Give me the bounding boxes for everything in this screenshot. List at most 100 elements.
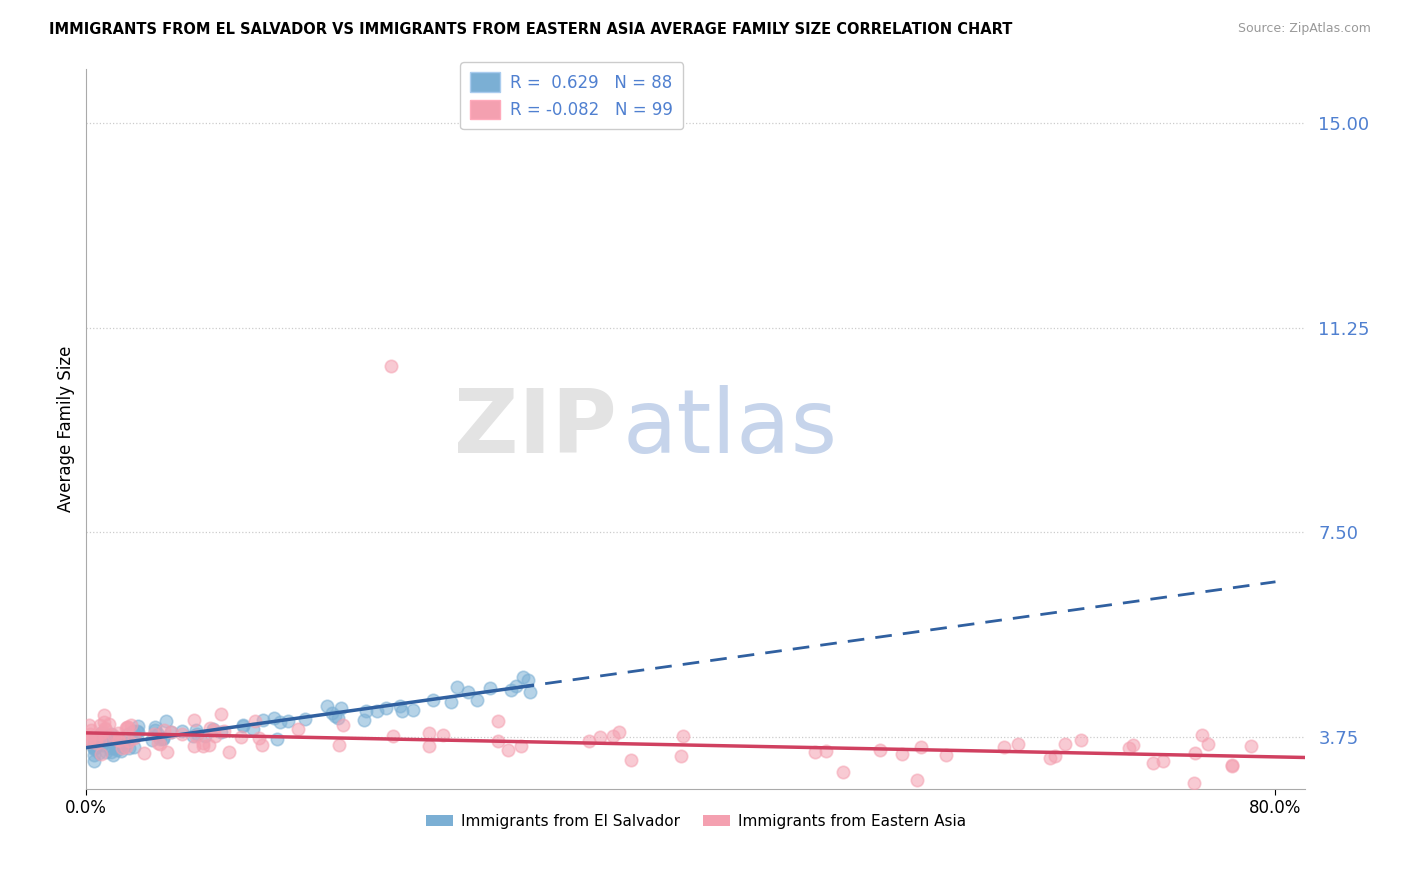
Point bbox=[232, 719, 254, 733]
Point bbox=[118, 741, 141, 756]
Point bbox=[353, 713, 375, 727]
Point bbox=[252, 713, 274, 727]
Point bbox=[142, 727, 165, 741]
Point bbox=[103, 728, 125, 742]
Point bbox=[105, 743, 128, 757]
Point bbox=[332, 718, 354, 732]
Point bbox=[94, 745, 117, 759]
Point bbox=[1197, 737, 1219, 751]
Point bbox=[143, 720, 166, 734]
Point bbox=[422, 692, 444, 706]
Point bbox=[94, 721, 117, 735]
Point bbox=[505, 679, 527, 693]
Point bbox=[1142, 756, 1164, 770]
Point bbox=[671, 729, 693, 743]
Point bbox=[93, 708, 115, 723]
Point bbox=[170, 724, 193, 739]
Point bbox=[905, 773, 928, 788]
Point bbox=[83, 742, 105, 756]
Point bbox=[134, 746, 156, 760]
Point bbox=[148, 736, 170, 750]
Point bbox=[89, 718, 111, 732]
Point bbox=[98, 741, 121, 756]
Point bbox=[354, 704, 377, 718]
Point bbox=[146, 727, 169, 741]
Point bbox=[402, 703, 425, 717]
Point bbox=[382, 729, 405, 743]
Point bbox=[98, 716, 121, 731]
Point bbox=[110, 744, 132, 758]
Point bbox=[418, 739, 440, 753]
Point bbox=[149, 737, 172, 751]
Point bbox=[93, 731, 115, 745]
Point bbox=[277, 714, 299, 728]
Point bbox=[87, 746, 110, 760]
Point bbox=[1220, 758, 1243, 772]
Point bbox=[202, 723, 225, 737]
Point bbox=[83, 739, 105, 753]
Point bbox=[247, 731, 270, 745]
Point bbox=[110, 739, 132, 753]
Point bbox=[97, 732, 120, 747]
Point bbox=[107, 732, 129, 747]
Point bbox=[243, 714, 266, 728]
Point bbox=[107, 738, 129, 752]
Point bbox=[578, 733, 600, 747]
Point bbox=[457, 685, 479, 699]
Point bbox=[122, 739, 145, 754]
Point bbox=[77, 731, 100, 745]
Point bbox=[83, 739, 105, 754]
Point bbox=[366, 704, 388, 718]
Point bbox=[1045, 749, 1067, 764]
Point bbox=[79, 726, 101, 740]
Point bbox=[1070, 733, 1092, 747]
Point bbox=[242, 722, 264, 736]
Point bbox=[77, 718, 100, 732]
Point bbox=[152, 731, 174, 745]
Point bbox=[183, 713, 205, 727]
Point bbox=[209, 706, 232, 721]
Point bbox=[804, 745, 827, 759]
Point bbox=[90, 735, 112, 749]
Point bbox=[120, 718, 142, 732]
Point bbox=[90, 726, 112, 740]
Point bbox=[1118, 740, 1140, 755]
Point bbox=[323, 708, 346, 723]
Point bbox=[380, 359, 402, 373]
Point bbox=[104, 740, 127, 755]
Point bbox=[869, 743, 891, 757]
Point bbox=[84, 735, 107, 749]
Text: ZIP: ZIP bbox=[454, 385, 616, 472]
Point bbox=[183, 739, 205, 754]
Point bbox=[486, 714, 509, 729]
Point bbox=[124, 731, 146, 746]
Point bbox=[891, 747, 914, 761]
Point bbox=[620, 753, 643, 767]
Point bbox=[83, 754, 105, 768]
Y-axis label: Average Family Size: Average Family Size bbox=[58, 345, 75, 512]
Point bbox=[89, 726, 111, 740]
Point bbox=[83, 733, 105, 747]
Point bbox=[193, 739, 215, 754]
Point bbox=[83, 736, 105, 750]
Point bbox=[201, 723, 224, 737]
Point bbox=[115, 721, 138, 735]
Point bbox=[669, 749, 692, 764]
Point bbox=[935, 747, 957, 762]
Point bbox=[1152, 754, 1174, 768]
Point bbox=[160, 725, 183, 739]
Point bbox=[328, 738, 350, 752]
Text: Source: ZipAtlas.com: Source: ZipAtlas.com bbox=[1237, 22, 1371, 36]
Point bbox=[250, 738, 273, 752]
Point bbox=[229, 730, 252, 744]
Text: IMMIGRANTS FROM EL SALVADOR VS IMMIGRANTS FROM EASTERN ASIA AVERAGE FAMILY SIZE : IMMIGRANTS FROM EL SALVADOR VS IMMIGRANT… bbox=[49, 22, 1012, 37]
Point bbox=[391, 705, 413, 719]
Point bbox=[117, 720, 139, 734]
Point bbox=[1039, 751, 1062, 765]
Point bbox=[209, 725, 232, 739]
Point bbox=[83, 737, 105, 751]
Point bbox=[93, 714, 115, 729]
Point bbox=[89, 737, 111, 751]
Point bbox=[263, 711, 285, 725]
Point bbox=[439, 695, 461, 709]
